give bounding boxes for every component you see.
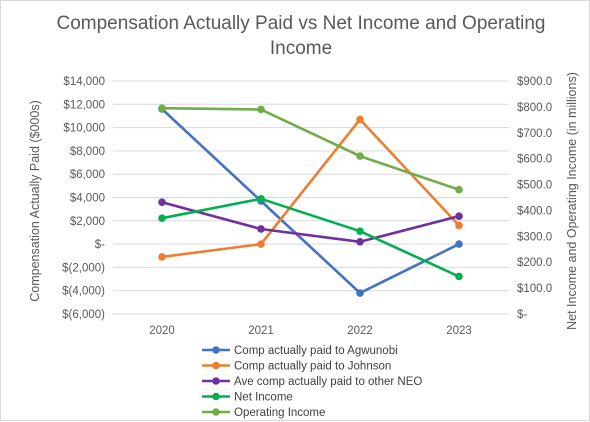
data-point	[356, 152, 364, 160]
series-line	[161, 106, 460, 191]
data-point	[257, 194, 265, 203]
right-tick-label: $300.0	[517, 231, 552, 243]
legend-label: Ave comp actually paid to other NEO	[234, 376, 422, 388]
data-point	[455, 212, 463, 220]
legend-label: Operating Income	[234, 407, 325, 419]
data-point	[257, 225, 265, 233]
data-point	[356, 115, 364, 124]
x-tick-label: 2020	[149, 325, 175, 337]
legend-swatch-marker	[212, 392, 220, 401]
right-tick-label: $600.0	[517, 154, 552, 166]
left-tick-label: $(2,000)	[62, 262, 105, 274]
data-point	[158, 198, 166, 206]
left-tick-label: $-	[95, 239, 105, 251]
data-point	[158, 104, 166, 112]
series-line	[161, 108, 460, 295]
legend-label: Comp actually paid to Johnson	[234, 361, 391, 373]
right-axis-ticks: $900.0 $800.0 $700.0 $600.0 $500.0 $400.0 $300…	[517, 76, 552, 321]
left-tick-label: $2,000	[70, 216, 105, 228]
legend-label: Comp actually paid to Agwunobi	[234, 345, 398, 357]
left-tick-label: $8,000	[70, 146, 105, 158]
chart-title-line2: Income	[270, 38, 332, 59]
left-tick-label: $14,000	[63, 76, 105, 88]
right-tick-label: $900.0	[517, 76, 552, 88]
left-axis-ticks: $14,000 $12,000 $10,000 $8,000 $6,000 $4,000 $…	[62, 76, 105, 321]
legend-swatch-marker	[212, 408, 220, 416]
right-tick-label: $-	[517, 309, 527, 321]
x-tick-label: 2023	[446, 325, 472, 337]
right-axis-label: Net Income and Operating Income (in mill…	[565, 72, 579, 330]
series-lines	[158, 104, 463, 297]
data-point	[455, 185, 463, 194]
data-point	[257, 240, 265, 248]
x-tick-label: 2021	[248, 325, 274, 337]
data-point	[455, 221, 463, 230]
data-point	[356, 289, 364, 297]
data-point	[257, 105, 265, 114]
legend-swatch-marker	[212, 346, 220, 354]
right-tick-label: $400.0	[517, 205, 552, 217]
series-line	[161, 197, 460, 278]
left-tick-label: $12,000	[63, 99, 105, 111]
legend-label: Net Income	[234, 392, 293, 404]
legend-swatch-marker	[212, 361, 220, 370]
right-tick-label: $200.0	[517, 257, 552, 269]
data-point	[158, 214, 166, 223]
right-tick-label: $100.0	[517, 283, 552, 295]
right-tick-label: $500.0	[517, 180, 552, 192]
right-tick-label: $700.0	[517, 128, 552, 140]
left-tick-label: $(4,000)	[62, 286, 105, 298]
data-point	[158, 253, 166, 261]
left-tick-label: $6,000	[70, 169, 105, 181]
left-axis-label: Compensation Actually Paid ($000s)	[28, 100, 42, 302]
right-tick-label: $800.0	[517, 102, 552, 114]
left-tick-label: $10,000	[63, 123, 105, 135]
data-point	[455, 272, 463, 281]
data-point	[455, 240, 463, 248]
chart-title-line1: Compensation Actually Paid vs Net Income…	[57, 13, 546, 34]
series-line	[161, 200, 460, 244]
left-tick-label: $4,000	[70, 193, 105, 205]
left-tick-label: $(6,000)	[62, 309, 105, 321]
gridlines	[113, 80, 509, 315]
x-axis-ticks: 2020 2021 2022 2023	[149, 325, 472, 337]
legend-swatch-marker	[212, 377, 220, 385]
legend: Comp actually paid to Agwunobi Comp actua…	[202, 345, 422, 419]
data-point	[356, 227, 364, 235]
x-tick-label: 2022	[347, 325, 373, 337]
data-point	[356, 237, 364, 246]
